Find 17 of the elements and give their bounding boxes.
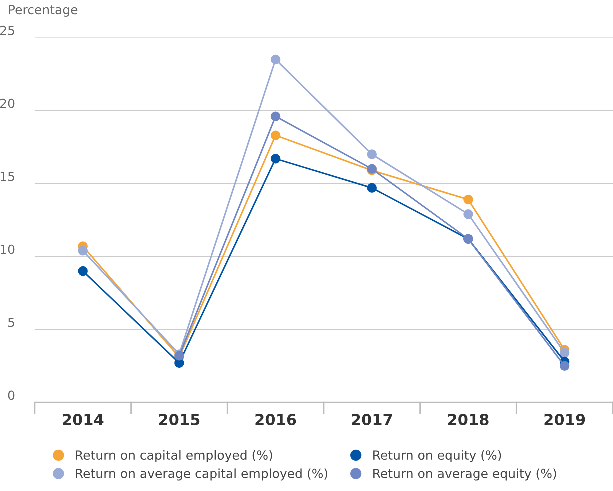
x-tick-label: 2014	[63, 414, 104, 426]
x-tick-label: 2016	[256, 414, 296, 426]
y-tick-label: 20	[0, 98, 15, 108]
y-tick-label: 15	[0, 172, 14, 182]
legend-label: Return on capital employed (%)	[76, 450, 272, 462]
legend-label: Return on average capital employed (%)	[76, 468, 328, 481]
legend-label: Return on average equity (%)	[374, 468, 556, 481]
x-tick-label: 2017	[352, 414, 392, 426]
y-tick-label: 5	[8, 318, 14, 328]
x-tick-label: 2015	[159, 414, 200, 426]
legend-label: Return on equity (%)	[374, 450, 502, 462]
y-tick-label: 25	[0, 26, 14, 36]
x-tick-label: 2019	[544, 414, 586, 426]
y-tick-label: 10	[0, 244, 15, 254]
y-axis-title: Percentage	[9, 5, 78, 18]
y-tick-label: 0	[8, 390, 15, 400]
x-tick-label: 2018	[448, 414, 489, 426]
